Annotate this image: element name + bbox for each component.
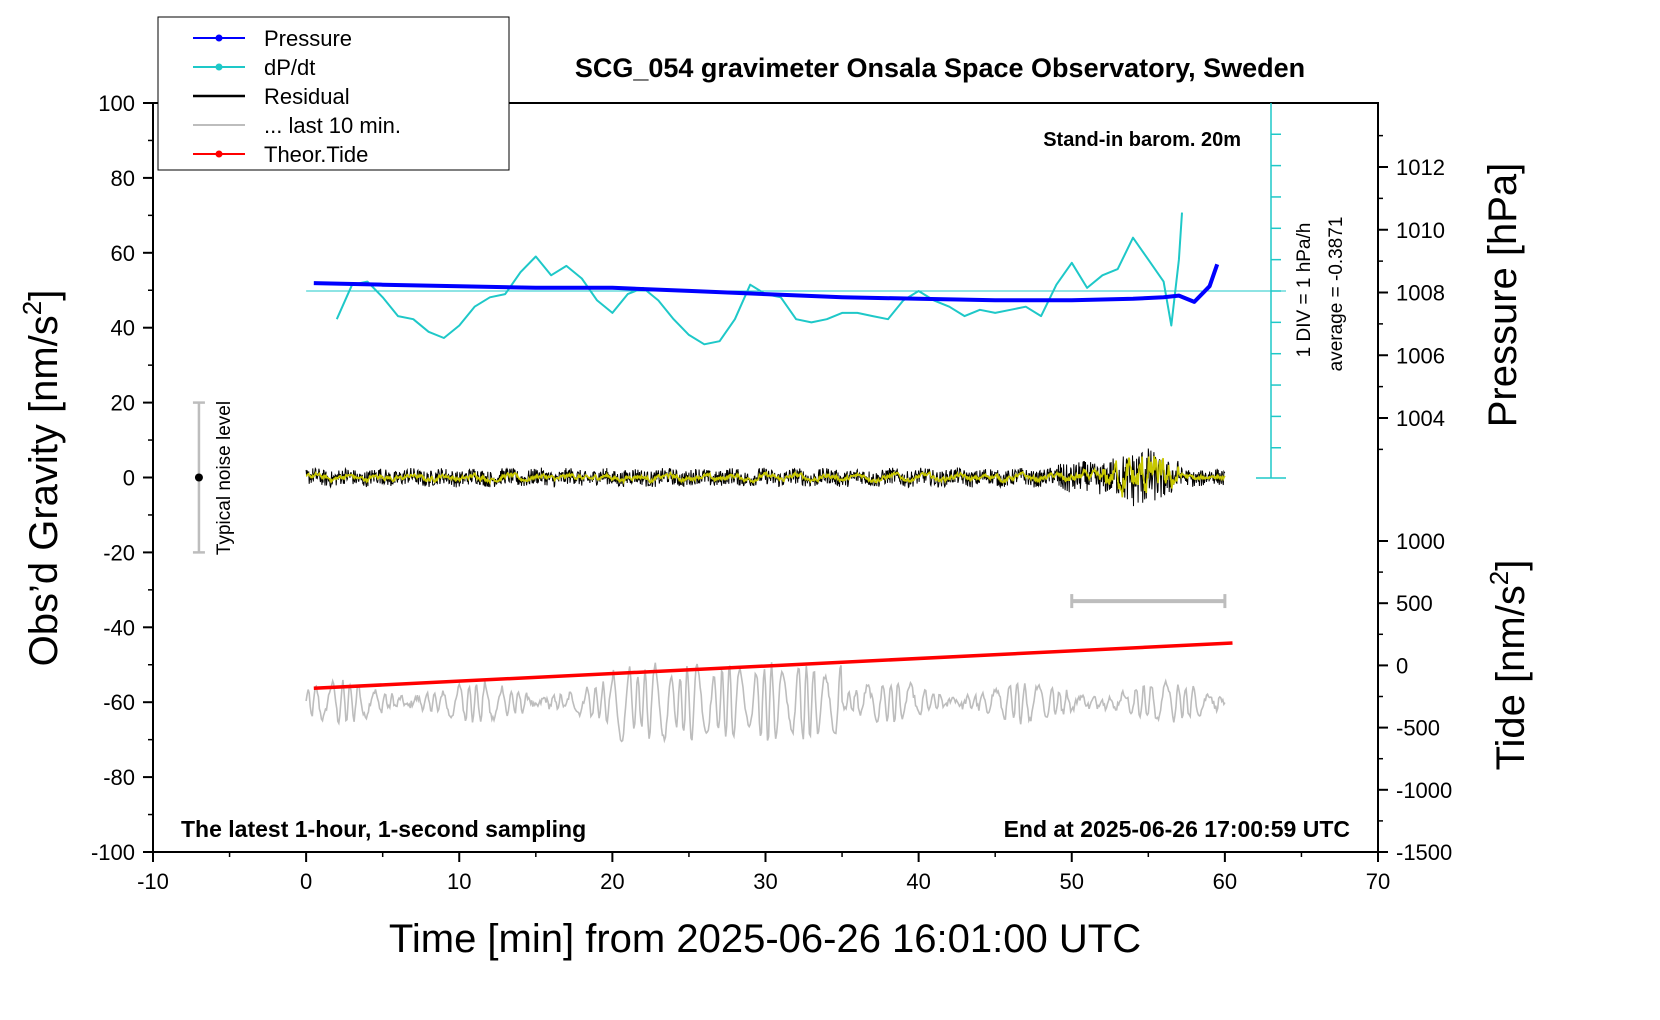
y-tick-label: -80 [103, 765, 135, 790]
legend-entry-label: Pressure [264, 26, 352, 51]
legend-entry-label: Residual [264, 84, 350, 109]
bottom-right-note: End at 2025-06-26 17:00:59 UTC [1004, 816, 1350, 842]
pressure-tick-label: 1004 [1396, 406, 1445, 431]
gravity-axis-label: Obs’d Gravity [nm/s2] [17, 290, 66, 667]
x-tick-label: 0 [300, 869, 312, 894]
pressure-tick-label: 1010 [1396, 218, 1445, 243]
y-tick-label: 80 [111, 166, 135, 191]
y-tick-label: -40 [103, 615, 135, 640]
div-label: 1 DIV = 1 hPa/h [1294, 223, 1315, 358]
x-axis: -10 0 10 20 30 40 50 60 70 [137, 852, 1390, 894]
y-tick-label: 40 [111, 316, 135, 341]
x-axis-label: Time [min] from 2025-06-26 16:01:00 UTC [389, 917, 1141, 961]
tide-tick-label: 1000 [1396, 529, 1445, 554]
gravity-axis: -100 -80 -60 -40 -20 0 20 40 60 80 100 [91, 91, 153, 865]
x-tick-label: -10 [137, 869, 169, 894]
gravity-axis-label-main: Obs’d Gravity [nm/s [22, 315, 66, 666]
x-tick-label: 50 [1060, 869, 1084, 894]
tide-axis-label-sup: 2 [1484, 571, 1514, 585]
tide-tick-label: -1500 [1396, 840, 1452, 865]
gravity-axis-label-end: ] [22, 290, 66, 301]
series-layer [192, 212, 1233, 744]
legend-swatch-marker [215, 63, 223, 71]
tide-tick-label: 500 [1396, 591, 1433, 616]
x-tick-label: 70 [1366, 869, 1390, 894]
tide-axis-label: Tide [nm/s2] [1484, 560, 1533, 771]
x-tick-label: 10 [447, 869, 471, 894]
pressure-tick-label: 1012 [1396, 155, 1445, 180]
y-tick-label: 0 [123, 466, 135, 491]
x-tick-label: 60 [1213, 869, 1237, 894]
x-tick-label: 20 [600, 869, 624, 894]
legend-box [157, 16, 510, 171]
barometer-note: Stand-in barom. 20m [1043, 129, 1241, 151]
noise-level-marker [194, 473, 203, 482]
y-tick-label: -60 [103, 690, 135, 715]
tide-axis: -1500 -1000 -500 0 500 1000 [1378, 529, 1452, 865]
series-last-10-min-line [305, 662, 1226, 744]
noise-label: Typical noise level [214, 401, 235, 555]
legend-entry-label: Theor.Tide [264, 142, 368, 167]
series-dpdt-line [335, 212, 1183, 346]
x-tick-label: 30 [753, 869, 777, 894]
x-tick-label: 40 [906, 869, 930, 894]
legend-entry-label: ... last 10 min. [264, 113, 401, 138]
tide-tick-label: 0 [1396, 653, 1408, 678]
y-tick-label: 60 [111, 241, 135, 266]
tide-axis-label-end: ] [1489, 560, 1533, 571]
pressure-axis-label: Pressure [hPa] [1481, 163, 1525, 428]
bottom-left-note: The latest 1-hour, 1-second sampling [181, 816, 586, 842]
y-tick-label: 100 [98, 91, 135, 116]
pressure-tick-label: 1006 [1396, 343, 1445, 368]
dpdt-scale [306, 103, 1286, 479]
series-residual-smoothed-line [305, 455, 1226, 498]
gravity-axis-label-sup: 2 [17, 301, 47, 315]
tide-axis-label-main: Tide [nm/s [1489, 585, 1533, 770]
legend: Pressure dP/dt Residual ... last 10 min. The… [157, 16, 510, 171]
y-tick-label: -20 [103, 540, 135, 565]
legend-entry-label: dP/dt [264, 55, 315, 80]
tide-tick-label: -1000 [1396, 778, 1452, 803]
y-tick-label: 20 [111, 391, 135, 416]
chart-title: SCG_054 gravimeter Onsala Space Observat… [575, 53, 1305, 83]
y-tick-label: -100 [91, 840, 135, 865]
pressure-axis: 1004 1006 1008 1010 1012 [1378, 134, 1445, 451]
pressure-tick-label: 1008 [1396, 281, 1445, 306]
series-residual-line [305, 448, 1226, 507]
series-pressure-line [313, 263, 1220, 304]
series-tide-line [313, 641, 1233, 691]
average-label: average = -0.3871 [1326, 217, 1347, 372]
legend-swatch-marker [215, 150, 223, 158]
tide-tick-label: -500 [1396, 716, 1440, 741]
legend-swatch-marker [215, 34, 223, 42]
